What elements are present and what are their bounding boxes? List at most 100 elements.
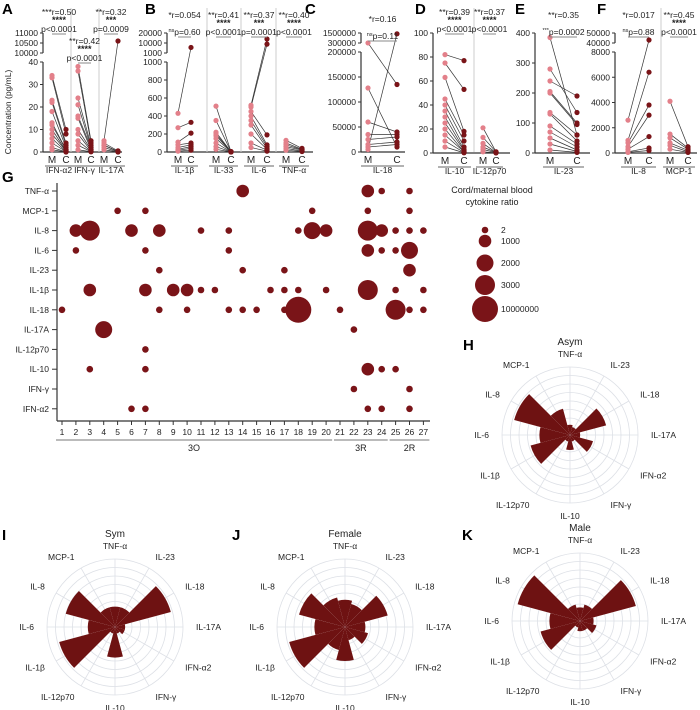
x-label-m: M	[364, 155, 372, 166]
radar-axis-label: IFN-α2	[415, 663, 441, 673]
pair-line	[482, 137, 497, 153]
maternal-point	[547, 129, 553, 135]
radar-axis-label: IL-12p70	[496, 500, 530, 510]
radar-wedge-tnf	[337, 599, 353, 627]
r-annotation: ***r=0.50	[42, 7, 77, 17]
group-label: IL-1β	[175, 165, 195, 175]
cord-point	[646, 69, 652, 75]
row-label: TNF-α	[25, 186, 49, 196]
radar-wedge-il6	[549, 613, 580, 629]
radar-axis-label: IL-18	[415, 582, 435, 592]
column-label: 13	[224, 427, 234, 437]
pair-line	[250, 142, 268, 151]
maternal-point	[175, 110, 181, 116]
legend-label: 2	[501, 225, 506, 235]
panel-letter-b: B	[145, 1, 156, 18]
bubble	[79, 220, 100, 241]
pair-line	[250, 111, 268, 136]
maternal-point	[49, 126, 55, 133]
row-label: IFN-α2	[23, 404, 49, 414]
group-il-17a: M CIL-17A **r=0.32***p=0.0009	[93, 7, 129, 175]
radar-axis-label: IL-18	[640, 390, 660, 400]
maternal-point	[283, 147, 289, 153]
p-annotation: nsp=0.88	[622, 27, 654, 37]
pair-line	[285, 146, 303, 151]
r-annotation: *r=0.017	[622, 10, 655, 20]
pair-line	[285, 139, 303, 149]
cord-point	[646, 112, 652, 118]
maternal-point	[248, 122, 254, 128]
bubble	[128, 405, 135, 413]
y-tick-label: 50000	[332, 122, 356, 132]
cord-point	[461, 138, 467, 144]
bubble	[406, 187, 413, 195]
panel-letter-j: J	[232, 527, 240, 544]
bubble	[392, 365, 399, 373]
y-tick-label: 10500	[14, 38, 38, 48]
radar-axis-label: IL-1β	[255, 663, 275, 673]
radar-wedge-il12p70	[565, 435, 570, 442]
group-il-33: M CIL-33 **r=0.41****p<0.0001	[206, 10, 242, 175]
radar-spoke	[114, 626, 175, 662]
bubble	[392, 227, 399, 234]
maternal-point	[442, 74, 448, 80]
p-value: p=0.0001	[241, 27, 277, 37]
x-label-c: C	[645, 156, 652, 167]
radar-wedge-il10	[566, 435, 574, 450]
cord-point	[574, 93, 580, 99]
row-label: MCP-1	[23, 206, 50, 216]
radar-wedge-il18	[345, 595, 388, 627]
pair-line	[285, 149, 303, 152]
legend-label: 3000	[501, 280, 520, 290]
bubble	[357, 220, 378, 241]
x-label-m: M	[441, 156, 449, 167]
r-annotation: **r=0.42	[69, 36, 100, 46]
legend-bubble	[472, 296, 498, 322]
bubble	[156, 266, 163, 274]
r-annotation: **r=0.37	[474, 7, 505, 17]
x-label-m: M	[100, 155, 108, 166]
p-value: p=0.0002	[549, 27, 585, 37]
y-tick-label: 60	[419, 76, 429, 86]
cord-point	[461, 132, 467, 138]
maternal-point	[75, 63, 81, 70]
radar-wedge-il17a	[115, 624, 126, 630]
cord-point	[264, 41, 270, 47]
radar-spoke	[569, 434, 605, 495]
pair-line	[250, 38, 268, 106]
y-tick-label: 0	[605, 148, 610, 158]
bubble	[295, 227, 302, 234]
cord-point	[574, 121, 580, 128]
radar-wedge-il6	[314, 619, 345, 635]
y-tick-label: 400	[516, 28, 530, 38]
bubble	[58, 306, 66, 314]
pair-line	[549, 149, 578, 153]
pair-line	[549, 125, 578, 145]
radar-wedge-il17a	[345, 621, 366, 633]
radar-axis-label: IL-1β	[490, 657, 510, 667]
pair-line	[215, 120, 232, 152]
panel-letter-d: D	[415, 1, 426, 18]
group-il-18: M CIL-18 *r=0.16 nsp=0.11	[361, 14, 404, 175]
x-label-c: C	[492, 156, 499, 167]
pair-line	[669, 145, 689, 153]
maternal-point	[175, 148, 181, 154]
column-group-label: 3O	[188, 443, 200, 453]
bubble	[225, 247, 233, 254]
pair-line	[444, 140, 465, 153]
group-label: IL-10	[445, 166, 465, 176]
bubble	[364, 207, 372, 215]
cord-point	[493, 150, 499, 156]
cord-point	[394, 141, 400, 148]
maternal-point	[667, 142, 673, 149]
pair-line	[444, 104, 465, 142]
column-label: 11	[197, 427, 206, 437]
bubble	[401, 241, 418, 259]
radar-axis-label: IL-6	[474, 430, 489, 440]
pair-line	[250, 133, 268, 150]
radar-axis-label: IFN-γ	[386, 692, 408, 702]
panel-letter-f: F	[597, 1, 606, 18]
row-label: IFN-γ	[28, 384, 50, 394]
cord-point	[188, 130, 194, 136]
maternal-point	[75, 126, 81, 133]
